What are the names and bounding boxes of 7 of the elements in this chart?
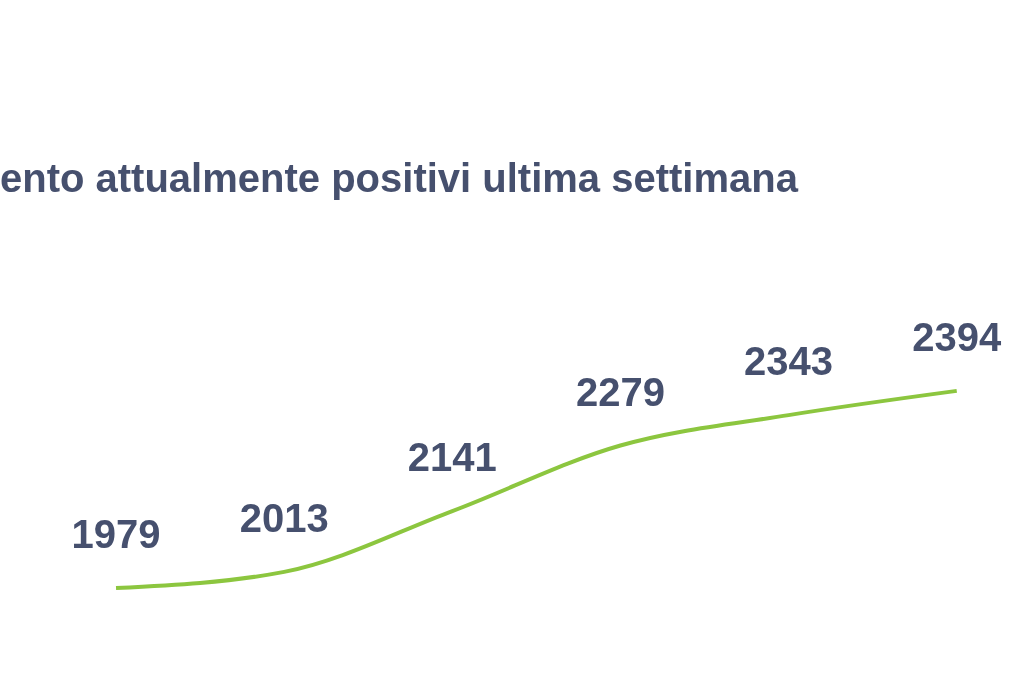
data-label: 2141 <box>407 435 497 480</box>
data-label: 2343 <box>744 339 834 384</box>
chart-title: ento attualmente positivi ultima settimana <box>0 156 799 200</box>
data-label: 1979 <box>71 512 161 556</box>
data-label: 2394 <box>912 314 1002 359</box>
data-label: 2013 <box>239 495 329 540</box>
data-label: 2279 <box>575 369 665 414</box>
